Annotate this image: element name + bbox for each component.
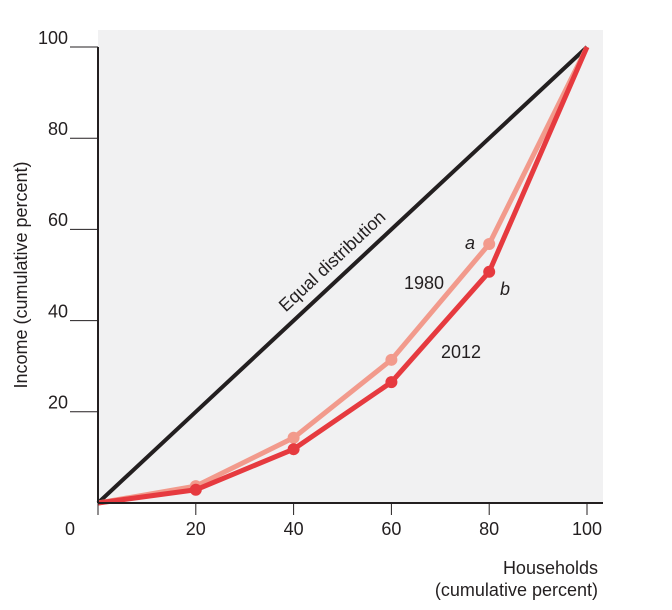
x-tick-label: 0 [65, 519, 75, 539]
series-label: 1980 [404, 273, 444, 293]
point [385, 353, 398, 366]
line [97, 46, 590, 506]
y-tick-label: 40 [48, 301, 68, 321]
y-tick-label: 20 [48, 393, 68, 413]
point [287, 443, 300, 456]
x-axis-label: (cumulative percent) [435, 580, 598, 600]
point [385, 376, 398, 389]
x-tick-label: 60 [381, 519, 401, 539]
point [287, 431, 300, 444]
x-tick-label: 80 [479, 519, 499, 539]
x-axis-label: Households [503, 558, 598, 578]
y-tick-label: 60 [48, 210, 68, 230]
annotation: a [465, 233, 475, 253]
y-tick-label: 80 [48, 119, 68, 139]
line [97, 45, 590, 506]
point [189, 483, 202, 496]
line [96, 45, 589, 505]
annotation: b [500, 279, 510, 299]
series-label: 2012 [441, 342, 481, 362]
x-tick-label: 100 [572, 519, 602, 539]
x-tick-label: 20 [186, 519, 206, 539]
y-tick-label: 100 [38, 28, 68, 48]
point [483, 265, 496, 278]
x-tick-label: 40 [284, 519, 304, 539]
y-axis-label: Income (cumulative percent) [11, 161, 31, 388]
point [483, 237, 496, 250]
